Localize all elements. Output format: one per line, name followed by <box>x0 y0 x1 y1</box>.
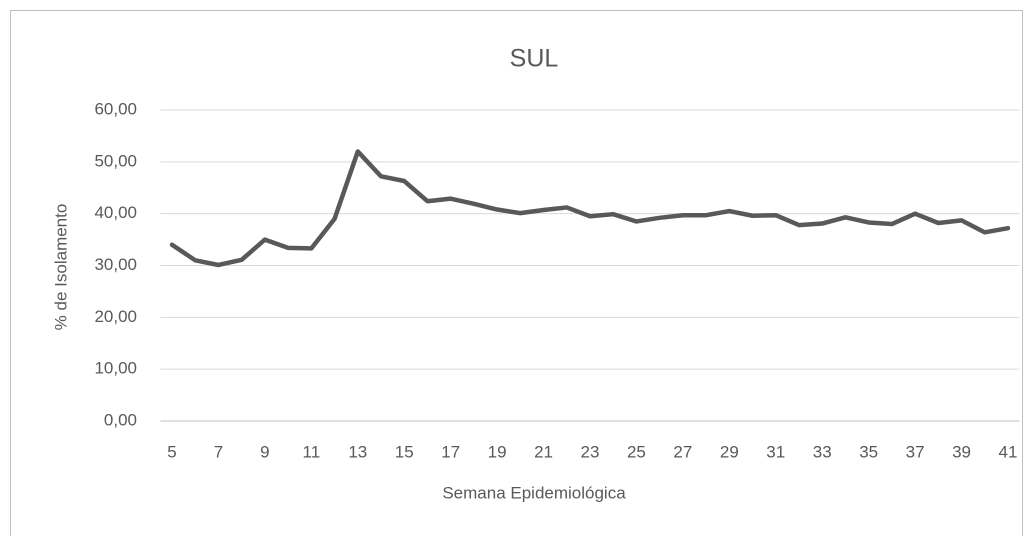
x-tick-label: 5 <box>167 442 176 461</box>
x-tick-label: 33 <box>813 442 832 461</box>
line-series <box>169 149 1011 268</box>
x-tick-label: 7 <box>214 442 223 461</box>
y-tick-label: 10,00 <box>94 359 137 378</box>
x-tick-label: 19 <box>488 442 507 461</box>
x-tick-label: 17 <box>441 442 460 461</box>
x-tick-label: 21 <box>534 442 553 461</box>
x-tick-label: 15 <box>395 442 414 461</box>
x-tick-label: 13 <box>348 442 367 461</box>
chart-title: SUL <box>510 45 559 73</box>
x-tick-label: 31 <box>766 442 785 461</box>
x-tick-label: 11 <box>303 442 321 461</box>
x-tick-label: 9 <box>260 442 269 461</box>
y-tick-label: 50,00 <box>94 151 137 170</box>
x-tick-label: 41 <box>999 442 1018 461</box>
y-tick-label: 40,00 <box>94 203 137 222</box>
x-tick-label: 27 <box>673 442 692 461</box>
x-tick-label: 29 <box>720 442 739 461</box>
x-tick-label: 37 <box>906 442 925 461</box>
x-tick-label: 35 <box>859 442 878 461</box>
chart-border <box>10 10 1023 536</box>
y-tick-label: 30,00 <box>94 255 137 274</box>
x-axis-title: Semana Epidemiológica <box>442 483 626 502</box>
x-tick-label: 25 <box>627 442 646 461</box>
x-tick-label: 39 <box>952 442 971 461</box>
y-tick-label: 20,00 <box>94 307 137 326</box>
y-axis-title: % de Isolamento <box>51 204 70 331</box>
y-tick-label: 0,00 <box>104 410 137 429</box>
x-tick-label: 23 <box>581 442 600 461</box>
y-tick-label: 60,00 <box>94 99 137 118</box>
